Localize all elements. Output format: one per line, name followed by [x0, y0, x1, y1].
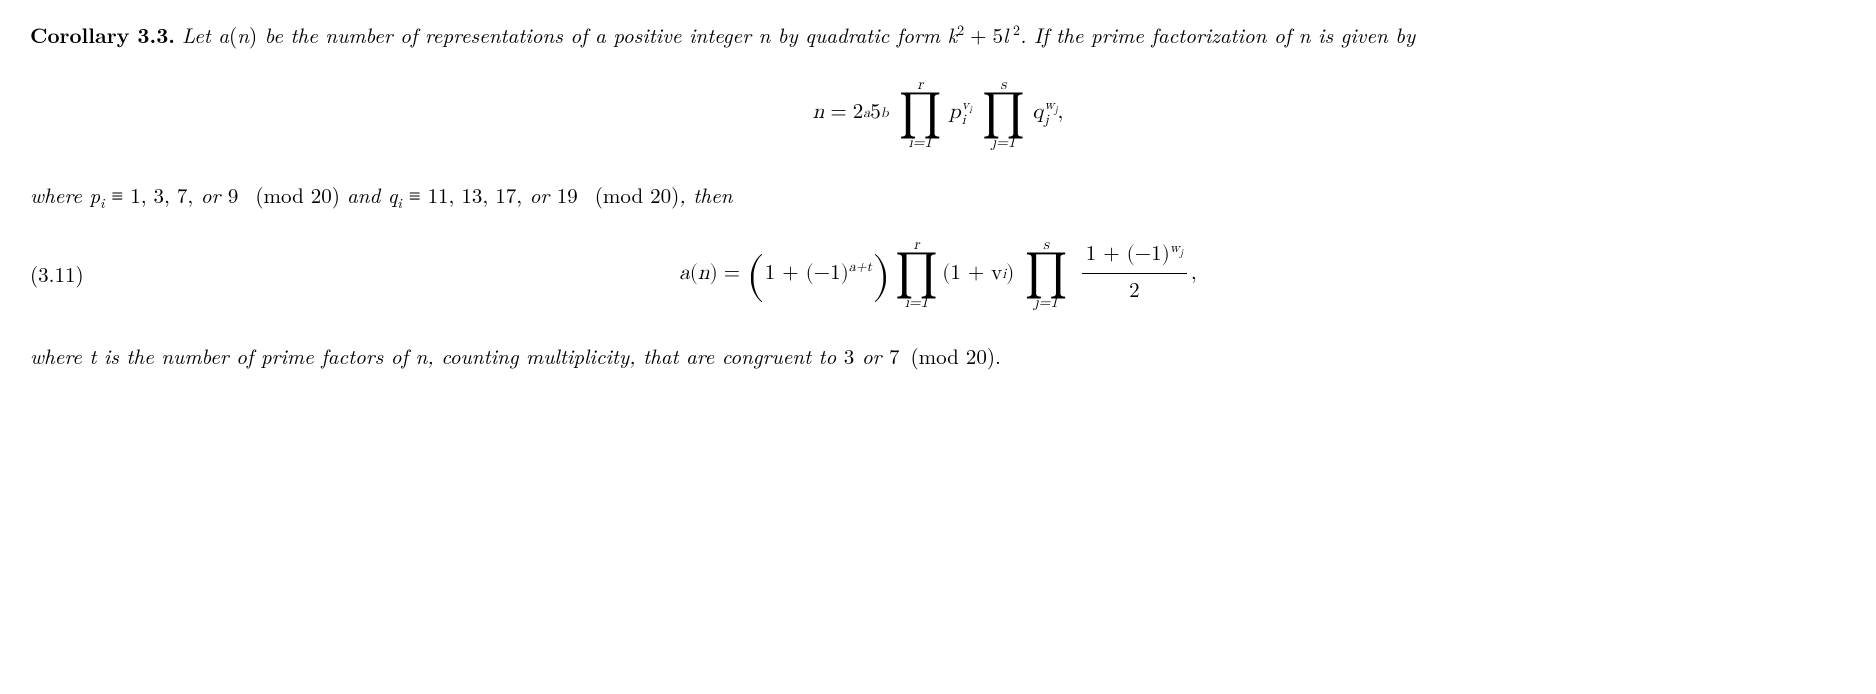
prod2-p: r ∏ i=1	[895, 237, 938, 310]
sent1-post: by quadratic form	[770, 20, 947, 50]
prod-p-base: p	[949, 98, 961, 128]
sent1-mid: be the number of representations of a po…	[257, 20, 758, 50]
frac-exp-w: w	[1170, 241, 1180, 255]
quad-form: k2+5l 2	[947, 20, 1020, 50]
frac-num-pre: 1 + (−1)	[1086, 244, 1170, 265]
where-pi: p	[89, 180, 100, 210]
where-equiv2: ≡	[409, 180, 428, 210]
prod2-p-bot: i=1	[905, 295, 928, 310]
where-mod20b: (mod 20)	[585, 180, 680, 210]
tail-three: 3	[844, 341, 855, 371]
tail-mid2: , counting multiplicity, that are congru…	[427, 341, 844, 371]
where-mod20a: (mod 20)	[245, 180, 340, 210]
prod2-q: s ∏ j=1	[1024, 237, 1067, 310]
eq2-comma: ,	[1191, 259, 1197, 289]
eq2-paren-pre: 1 + (−1)	[765, 263, 849, 284]
var-n: n	[758, 20, 770, 50]
frac-num-exp: wj	[1170, 241, 1183, 255]
eq1-five: 5	[870, 98, 881, 128]
eq2-equals: =	[718, 259, 746, 289]
prod-q-base: q	[1032, 98, 1043, 128]
where-list1: 1, 3, 7,	[130, 180, 193, 210]
prod-p-bot: i=1	[909, 135, 932, 150]
eq-3-11-label: (3.11)	[30, 259, 84, 289]
prod2-p-in: (1 + v	[942, 259, 1002, 289]
prod-q: s ∏ j=1	[982, 77, 1025, 150]
where-congruences: where pi ≡ 1, 3, 7, or 9 (mod 20) and qi…	[30, 180, 1846, 210]
lparen-big: (	[746, 257, 765, 295]
p-sub-i: i	[962, 113, 972, 128]
where-and: and	[347, 180, 388, 210]
where-list2: 11, 13, 17,	[428, 180, 523, 210]
eq1-comma: ,	[1058, 98, 1064, 128]
eq1-math: n = 2a5b r ∏ i=1 pvii s ∏ j=1 qwjj ,	[813, 77, 1064, 150]
q-sub-j: j	[1044, 113, 1057, 128]
frac-den: 2	[1125, 274, 1144, 307]
where-then: , then	[679, 180, 732, 210]
eq2-lhs: a(n)	[679, 259, 718, 289]
tail-period: .	[995, 341, 1001, 371]
eq1-two: 2	[853, 98, 864, 128]
tail-paragraph: where t is the number of prime factors o…	[30, 341, 1846, 371]
where-or2: or	[522, 180, 557, 210]
where-qi: q	[388, 180, 398, 210]
where-equiv1: ≡	[111, 180, 130, 210]
tail-or: or	[854, 341, 889, 371]
eq1-lhs: n	[813, 98, 825, 128]
rparen-big: )	[872, 257, 891, 295]
p-sup-v: v	[962, 98, 969, 112]
sent1-pre: Let	[182, 20, 218, 50]
tail-mod20: (mod 20)	[906, 341, 995, 371]
equation-factorization: n = 2a5b r ∏ i=1 pvii s ∏ j=1 qwjj ,	[30, 68, 1846, 158]
tail-pre: where	[30, 341, 89, 371]
tail-n: n	[415, 341, 427, 371]
eq2-paren-exp: a+t	[849, 260, 872, 274]
tail-mid: is the number of prime factors of	[96, 341, 415, 371]
prod-p: r ∏ i=1	[898, 77, 941, 150]
eq1-equals: =	[824, 98, 852, 128]
eq2-paren-body: 1 + (−1)a+t	[765, 259, 872, 289]
prod2-p-close: )	[1006, 259, 1014, 289]
eq2-fraction: 1 + (−1)wj 2	[1082, 240, 1187, 307]
tail-seven: 7	[889, 341, 900, 371]
sent1-given: is given by	[1310, 20, 1415, 50]
where-nineteen: 19	[557, 180, 578, 210]
prod2-q-bot: j=1	[1034, 295, 1058, 310]
prod-q-supsub: wjj	[1044, 98, 1057, 129]
corollary-statement: Corollary 3.3. Let a(n) be the number of…	[30, 20, 1846, 50]
prod-p-supsub: vii	[962, 98, 972, 129]
where-or1: or	[193, 180, 228, 210]
eq2-math: a(n) = ( 1 + (−1)a+t ) r ∏ i=1 (1 + vi) …	[679, 237, 1197, 310]
frac-num: 1 + (−1)wj	[1082, 240, 1187, 273]
frac-exp-j: j	[1180, 248, 1183, 258]
corollary-label: Corollary 3.3.	[30, 20, 175, 50]
a-of-n: a(n)	[218, 20, 257, 50]
where-qi-sub: i	[397, 194, 401, 214]
prod-q-bot: j=1	[992, 135, 1016, 150]
where-pre: where	[30, 180, 89, 210]
equation-3-11: (3.11) a(n) = ( 1 + (−1)a+t ) r ∏ i=1 (1…	[30, 229, 1846, 319]
var-n2: n	[1299, 20, 1311, 50]
where-pi-sub: i	[100, 194, 104, 214]
sent1-end: . If the prime factorization of	[1020, 20, 1299, 50]
q-sup-w: w	[1044, 98, 1054, 112]
where-nine: 9	[228, 180, 239, 210]
